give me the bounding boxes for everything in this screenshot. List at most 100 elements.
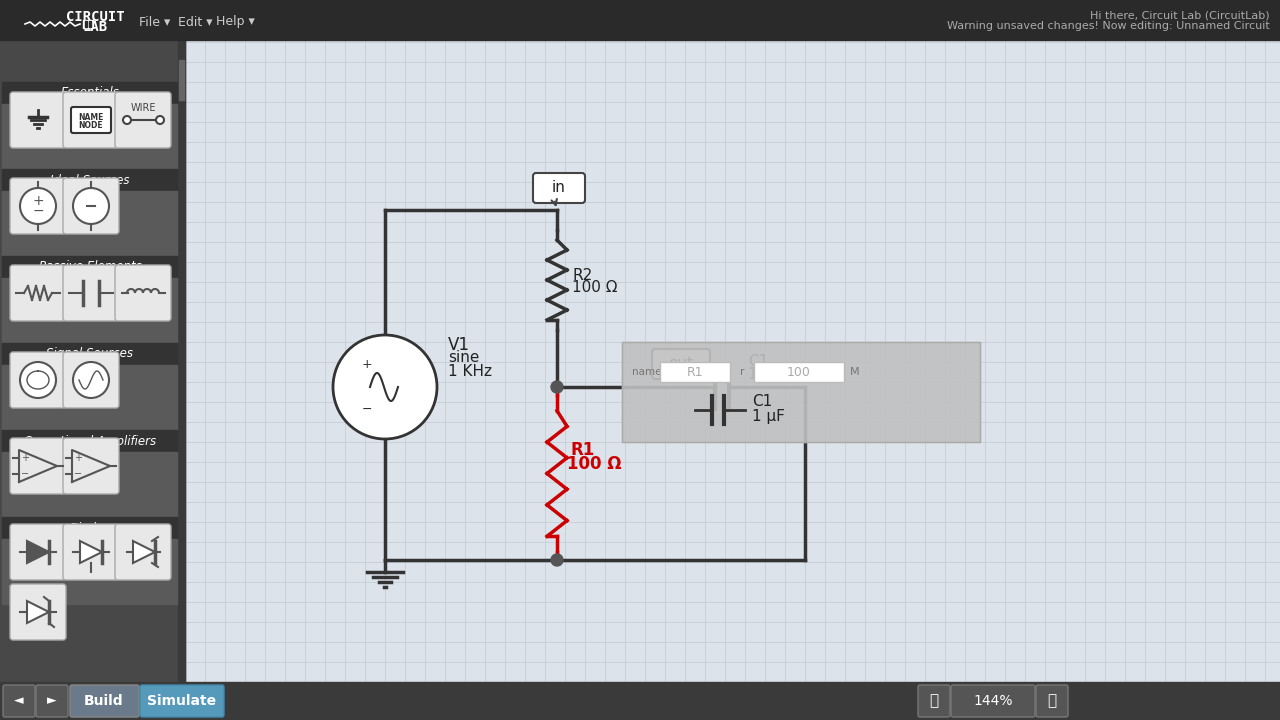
Text: −: −: [20, 469, 29, 479]
Text: R2: R2: [572, 268, 593, 282]
Text: ►: ►: [47, 695, 56, 708]
Text: out: out: [668, 356, 694, 372]
Bar: [178, 40, 186, 682]
Text: R1: R1: [570, 441, 594, 459]
Text: Signal Sources: Signal Sources: [46, 348, 133, 361]
FancyBboxPatch shape: [63, 352, 119, 408]
Bar: [3, 256, 177, 278]
FancyBboxPatch shape: [115, 524, 172, 580]
FancyBboxPatch shape: [918, 685, 950, 717]
Bar: [754, 362, 844, 382]
FancyBboxPatch shape: [140, 685, 224, 717]
Text: M: M: [850, 367, 860, 377]
Bar: [3, 104, 177, 169]
Text: Warning unsaved changes! Now editing: Unnamed Circuit: Warning unsaved changes! Now editing: Un…: [947, 21, 1270, 31]
FancyBboxPatch shape: [63, 438, 119, 494]
Circle shape: [73, 188, 109, 224]
Text: NODE: NODE: [78, 120, 104, 130]
Text: LAB: LAB: [82, 20, 108, 34]
Text: Ideal Sources: Ideal Sources: [50, 174, 129, 186]
FancyBboxPatch shape: [532, 173, 585, 203]
Text: +: +: [20, 453, 29, 463]
Text: R1: R1: [686, 366, 703, 379]
Bar: [3, 82, 177, 104]
Text: V1: V1: [448, 336, 470, 354]
Bar: [3, 365, 177, 430]
Text: Diodes: Diodes: [70, 521, 110, 534]
Text: Simulate: Simulate: [147, 694, 216, 708]
Text: ◄: ◄: [14, 695, 24, 708]
Text: Passive Elements: Passive Elements: [38, 261, 141, 274]
Bar: [90, 21, 91, 27]
Circle shape: [20, 362, 56, 398]
Bar: [0, 0, 1280, 40]
Text: r: r: [740, 367, 745, 377]
Bar: [622, 342, 980, 442]
FancyBboxPatch shape: [115, 92, 172, 148]
FancyBboxPatch shape: [115, 265, 172, 321]
FancyBboxPatch shape: [63, 178, 119, 234]
Text: WIRE: WIRE: [131, 103, 156, 113]
FancyBboxPatch shape: [63, 524, 119, 580]
Text: NAME: NAME: [78, 112, 104, 122]
Bar: [660, 362, 730, 382]
Circle shape: [123, 116, 131, 124]
Text: in: in: [552, 181, 566, 196]
Text: Operational Amplifiers: Operational Amplifiers: [24, 434, 156, 448]
FancyBboxPatch shape: [10, 438, 67, 494]
Polygon shape: [27, 541, 49, 563]
Text: ⌕: ⌕: [1047, 693, 1056, 708]
Text: CIRCUIT: CIRCUIT: [65, 10, 124, 24]
FancyBboxPatch shape: [36, 685, 68, 717]
Text: Essentials: Essentials: [60, 86, 119, 99]
Text: C1: C1: [748, 354, 768, 369]
Circle shape: [333, 335, 436, 439]
Bar: [3, 343, 177, 365]
Circle shape: [156, 116, 164, 124]
Text: 1 KHz: 1 KHz: [448, 364, 492, 379]
Text: name: name: [632, 367, 662, 377]
FancyBboxPatch shape: [1036, 685, 1068, 717]
Text: Build: Build: [84, 694, 124, 708]
Bar: [83, 20, 93, 28]
FancyBboxPatch shape: [63, 92, 119, 148]
Text: 100 Ω: 100 Ω: [572, 281, 617, 295]
Text: +: +: [74, 453, 82, 463]
FancyBboxPatch shape: [951, 685, 1036, 717]
Bar: [3, 517, 177, 539]
FancyBboxPatch shape: [10, 265, 67, 321]
Text: 100: 100: [787, 366, 812, 379]
FancyBboxPatch shape: [10, 524, 67, 580]
Text: ⌕: ⌕: [929, 693, 938, 708]
Text: +: +: [32, 194, 44, 208]
FancyBboxPatch shape: [10, 352, 67, 408]
Polygon shape: [133, 541, 155, 563]
FancyBboxPatch shape: [10, 92, 67, 148]
Circle shape: [73, 362, 109, 398]
Text: 1 μF: 1 μF: [753, 408, 785, 423]
Text: −: −: [74, 469, 82, 479]
Text: C1: C1: [753, 395, 772, 410]
FancyBboxPatch shape: [652, 349, 710, 379]
Text: sine: sine: [448, 351, 480, 366]
Circle shape: [550, 381, 563, 393]
Bar: [0, 40, 186, 682]
Text: File ▾: File ▾: [140, 16, 170, 29]
Text: 144%: 144%: [973, 694, 1012, 708]
Bar: [3, 430, 177, 452]
Bar: [3, 278, 177, 343]
Text: −: −: [362, 402, 372, 415]
Text: Edit ▾: Edit ▾: [178, 16, 212, 29]
Bar: [0, 682, 1280, 720]
Text: −: −: [32, 204, 44, 218]
Text: 1 μF: 1 μF: [748, 367, 781, 382]
Circle shape: [20, 188, 56, 224]
Bar: [622, 342, 980, 442]
Bar: [3, 169, 177, 191]
Polygon shape: [79, 541, 102, 563]
FancyBboxPatch shape: [10, 584, 67, 640]
Text: +: +: [362, 359, 372, 372]
Circle shape: [550, 554, 563, 566]
Text: 100 Ω: 100 Ω: [567, 455, 622, 473]
FancyBboxPatch shape: [10, 178, 67, 234]
